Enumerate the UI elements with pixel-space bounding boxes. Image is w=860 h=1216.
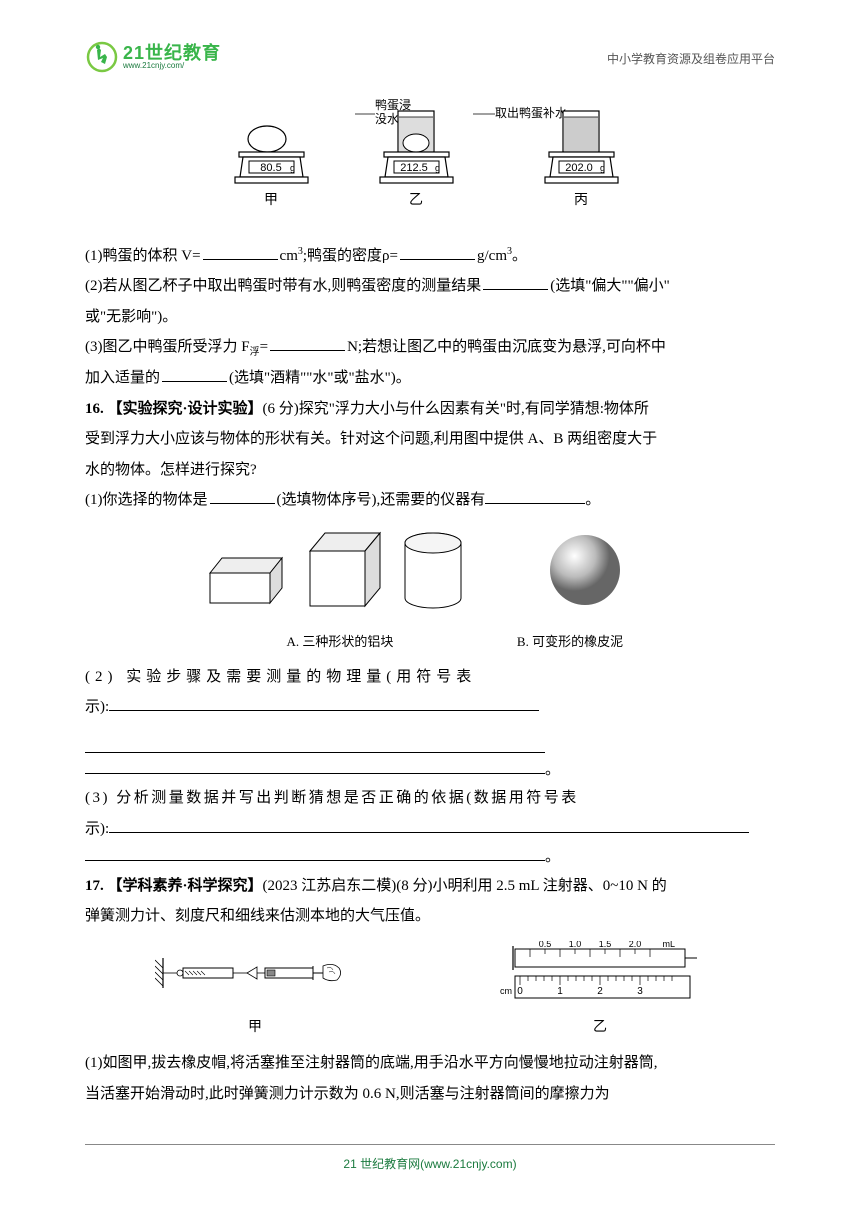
q16-2-text-a: (2) 实验步骤及需要测量的物理量(用符号表 — [85, 669, 476, 685]
logo: 21世纪教育 www.21cnjy.com/ — [85, 40, 221, 74]
svg-text:丙: 丙 — [574, 193, 588, 208]
q15-3-text-a: (3)图乙中鸭蛋所受浮力 F — [85, 339, 250, 355]
q15-1-text-e: 。 — [512, 248, 527, 264]
q15-2-text-b: (选填"偏大""偏小" — [550, 278, 670, 294]
q16-3-end: 。 — [85, 843, 775, 872]
shapes-diagram: A. 三种形状的铝块 B. 可变形的橡皮泥 — [85, 523, 775, 655]
svg-text:1.0: 1.0 — [569, 941, 582, 949]
q16-3b-line: 示): — [85, 815, 775, 844]
q16-2-end: 。 — [85, 756, 775, 785]
q16-1-text-c: 。 — [585, 492, 600, 508]
q16-c: 水的物体。怎样进行探究? — [85, 456, 775, 485]
q15-3d: 加入适量的 (选填"酒精""水"或"盐水")。 — [85, 364, 775, 393]
shapes-labels: A. 三种形状的铝块 B. 可变形的橡皮泥 — [85, 630, 775, 655]
q15-2c: 或"无影响")。 — [85, 303, 775, 332]
q16-2-end-text: 。 — [545, 762, 560, 778]
svg-text:202.0: 202.0 — [565, 162, 593, 174]
q16-3-text-a: (3) 分析测量数据并写出判断猜想是否正确的依据(数据用符号表 — [85, 790, 579, 806]
q16-2: (2) 实验步骤及需要测量的物理量(用符号表 — [85, 663, 775, 692]
svg-text:212.5: 212.5 — [400, 162, 428, 174]
blank[interactable] — [270, 333, 345, 351]
q17-title-bold: 17. 【学科素养·科学探究】 — [85, 878, 263, 894]
q16-title-bold: 16. 【实验探究·设计实验】 — [85, 401, 263, 417]
svg-text:g: g — [600, 163, 605, 173]
svg-text:鸭蛋浸: 鸭蛋浸 — [375, 99, 411, 112]
blank-line[interactable] — [85, 725, 545, 753]
q15-1-text-c: ;鸭蛋的密度ρ= — [303, 248, 398, 264]
svg-text:0: 0 — [517, 986, 523, 997]
blank-line[interactable] — [109, 693, 539, 711]
q17-b: 弹簧测力计、刻度尺和细线来估测本地的大气压值。 — [85, 902, 775, 931]
svg-text:乙: 乙 — [409, 192, 423, 208]
logo-url-text: www.21cnjy.com/ — [123, 62, 221, 70]
logo-text: 21世纪教育 www.21cnjy.com/ — [123, 44, 221, 70]
footer-line — [85, 1144, 775, 1145]
q15-2: (2)若从图乙杯子中取出鸭蛋时带有水,则鸭蛋密度的测量结果 (选填"偏大""偏小" — [85, 272, 775, 301]
syringe-cap2: 乙 — [495, 1015, 705, 1042]
svg-text:1.5: 1.5 — [599, 941, 612, 949]
syringe-labels: 甲 乙 — [85, 1015, 775, 1042]
svg-text:g: g — [290, 163, 295, 173]
svg-text:0.5: 0.5 — [539, 941, 552, 949]
shape-label-a: A. 三种形状的铝块 — [200, 630, 480, 655]
svg-text:cm: cm — [500, 986, 512, 996]
q15-3-text-c: N;若想让图乙中的鸭蛋由沉底变为悬浮,可向杯中 — [347, 339, 666, 355]
q17-a: (2023 江苏启东二模)(8 分)小明利用 2.5 mL 注射器、0~10 N… — [263, 878, 667, 894]
q15-3-sub: 浮 — [250, 347, 260, 358]
svg-text:3: 3 — [637, 986, 643, 997]
q16-title: 16. 【实验探究·设计实验】(6 分)探究"浮力大小与什么因素有关"时,有同学… — [85, 395, 775, 424]
svg-text:2: 2 — [597, 986, 603, 997]
q15-1-text-d: g/cm — [477, 248, 507, 264]
svg-text:甲: 甲 — [264, 193, 278, 208]
q15-1: (1)鸭蛋的体积 V=cm3;鸭蛋的密度ρ=g/cm3。 — [85, 242, 775, 271]
q15-3-text-e: (选填"酒精""水"或"盐水")。 — [229, 370, 411, 386]
shape-label-b: B. 可变形的橡皮泥 — [480, 630, 660, 655]
q15-3: (3)图乙中鸭蛋所受浮力 F浮= N;若想让图乙中的鸭蛋由沉底变为悬浮,可向杯中 — [85, 333, 775, 362]
footer-text: 21 世纪教育网(www.21cnjy.com) — [343, 1157, 516, 1171]
svg-text:取出鸭蛋补水: 取出鸭蛋补水 — [495, 106, 567, 120]
q16-1-text-b: (选填物体序号),还需要的仪器有 — [277, 492, 486, 508]
q15-3-text-d: 加入适量的 — [85, 370, 160, 386]
blank[interactable] — [203, 242, 278, 260]
syringe-left-svg — [155, 948, 355, 1003]
header-right-text: 中小学教育资源及组卷应用平台 — [607, 48, 775, 71]
svg-text:2.0: 2.0 — [629, 941, 642, 949]
blank-line[interactable] — [109, 815, 749, 833]
logo-cn-text: 21世纪教育 — [123, 44, 221, 62]
blank[interactable] — [485, 486, 585, 504]
q16-1-text-a: (1)你选择的物体是 — [85, 492, 208, 508]
q15-1-text-b: cm — [280, 248, 298, 264]
logo-icon — [85, 40, 119, 74]
page-footer: 21 世纪教育网(www.21cnjy.com) — [0, 1144, 860, 1176]
q17-title: 17. 【学科素养·科学探究】(2023 江苏启东二模)(8 分)小明利用 2.… — [85, 872, 775, 901]
syringe-cap1: 甲 — [155, 1015, 355, 1042]
blank[interactable] — [210, 486, 275, 504]
svg-text:80.5: 80.5 — [260, 162, 281, 174]
scale-diagram: 80.5 g 甲 鸭蛋浸 没水中 取出鸭蛋补水 212.5 g 乙 — [85, 99, 775, 230]
q16-3-text-b: 示): — [85, 821, 109, 837]
q16-b: 受到浮力大小应该与物体的形状有关。针对这个问题,利用图中提供 A、B 两组密度大… — [85, 425, 775, 454]
syringe-diagram: 0.5 1.0 1.5 2.0 mL 0 cm 1 2 3 — [85, 941, 775, 1011]
q17-1a: (1)如图甲,拔去橡皮帽,将活塞推至注射器筒的底端,用手沿水平方向慢慢地拉动注射… — [85, 1049, 775, 1078]
q15-1-text-a: (1)鸭蛋的体积 V= — [85, 248, 201, 264]
q15-2-text-a: (2)若从图乙杯子中取出鸭蛋时带有水,则鸭蛋密度的测量结果 — [85, 278, 481, 294]
q16-2-text-b: 示): — [85, 699, 109, 715]
blank[interactable] — [483, 272, 548, 290]
q16-a: (6 分)探究"浮力大小与什么因素有关"时,有同学猜想:物体所 — [263, 401, 649, 417]
blank[interactable] — [162, 364, 227, 382]
blank-line[interactable] — [85, 756, 545, 774]
blank[interactable] — [400, 242, 475, 260]
blank-line[interactable] — [85, 843, 545, 861]
q16-3-end-text: 。 — [545, 849, 560, 865]
q16-2b-line: 示): — [85, 693, 775, 722]
syringe-right-svg: 0.5 1.0 1.5 2.0 mL 0 cm 1 2 3 — [495, 941, 705, 1011]
q15-3-text-b: = — [260, 339, 268, 355]
page-header: 21世纪教育 www.21cnjy.com/ 中小学教育资源及组卷应用平台 — [85, 40, 775, 74]
q17-1b: 当活塞开始滑动时,此时弹簧测力计示数为 0.6 N,则活塞与注射器筒间的摩擦力为 — [85, 1080, 775, 1109]
q16-1: (1)你选择的物体是 (选填物体序号),还需要的仪器有 。 — [85, 486, 775, 515]
q16-3: (3) 分析测量数据并写出判断猜想是否正确的依据(数据用符号表 — [85, 784, 775, 813]
svg-text:1: 1 — [557, 986, 563, 997]
svg-text:g: g — [435, 163, 440, 173]
svg-text:mL: mL — [662, 941, 675, 949]
